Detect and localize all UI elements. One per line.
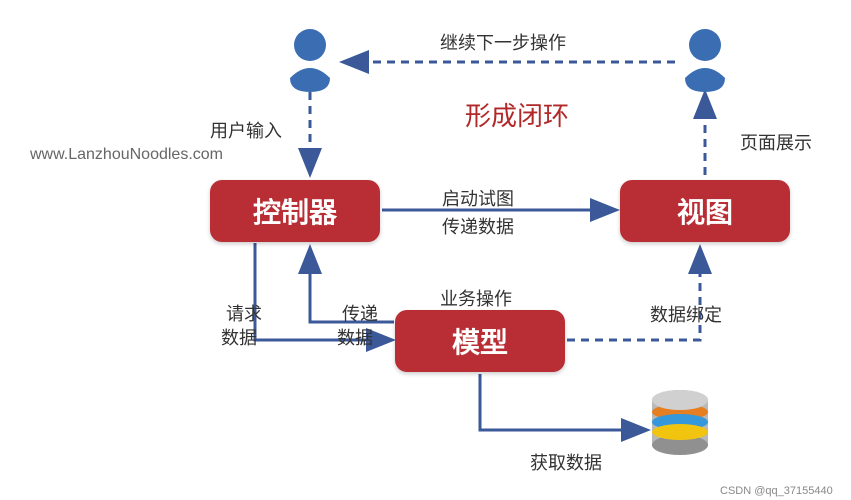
label-request-data: 请求 数据 bbox=[216, 280, 262, 350]
icons-layer bbox=[0, 0, 851, 500]
label-launch-view: 启动试图 bbox=[442, 188, 514, 211]
node-view-label: 视图 bbox=[677, 191, 733, 231]
label-continue: 继续下一步操作 bbox=[440, 32, 566, 55]
arrow-model-to-db bbox=[480, 374, 645, 430]
label-closed-loop: 形成闭环 bbox=[465, 100, 569, 134]
arrows-layer bbox=[0, 0, 851, 500]
label-pass-data2: 传递 数据 bbox=[332, 280, 378, 350]
label-watermark-url: www.LanzhouNoodles.com bbox=[30, 145, 223, 166]
node-model: 模型 bbox=[395, 310, 565, 372]
label-fetch-data: 获取数据 bbox=[530, 452, 602, 475]
label-user-input: 用户输入 bbox=[210, 120, 282, 143]
node-controller: 控制器 bbox=[210, 180, 380, 242]
node-model-label: 模型 bbox=[452, 321, 508, 361]
database-icon bbox=[652, 390, 708, 455]
label-pass-data1: 传递数据 bbox=[442, 216, 514, 239]
label-biz-op: 业务操作 bbox=[440, 288, 512, 311]
user-right-icon bbox=[685, 29, 725, 92]
label-page-display: 页面展示 bbox=[740, 132, 812, 155]
label-csdn: CSDN @qq_37155440 bbox=[720, 485, 833, 497]
node-view: 视图 bbox=[620, 180, 790, 242]
label-data-bind: 数据绑定 bbox=[650, 304, 722, 327]
user-left-icon bbox=[290, 29, 330, 92]
node-controller-label: 控制器 bbox=[253, 191, 337, 231]
